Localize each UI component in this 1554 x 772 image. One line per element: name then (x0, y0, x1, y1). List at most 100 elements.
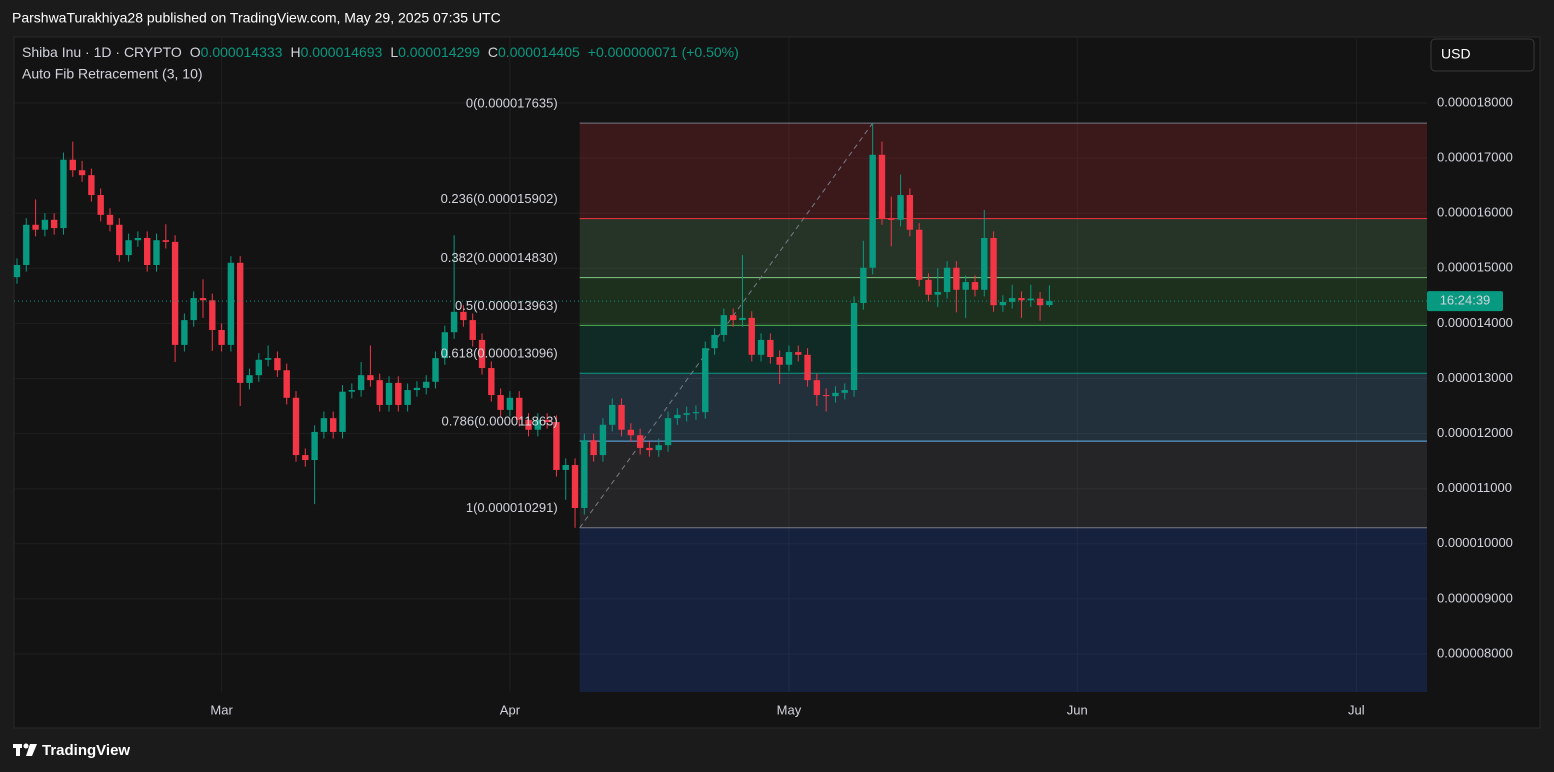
candle-body (664, 418, 672, 446)
candle-body (571, 464, 579, 508)
candle-body (627, 429, 635, 436)
candle-body (181, 320, 188, 345)
currency[interactable]: USD (1441, 46, 1471, 62)
candle-body (813, 380, 821, 396)
candle-body (599, 424, 607, 456)
candle-body (888, 218, 895, 220)
candle-body (757, 339, 765, 355)
candle-body (302, 455, 309, 461)
candle-body (804, 354, 811, 381)
countdown: 16:24:39 (1440, 293, 1491, 308)
candle-body (860, 267, 867, 304)
candle-body (543, 419, 551, 423)
candle-body (469, 320, 476, 340)
candle-body (246, 375, 253, 383)
candle-body (125, 240, 132, 256)
candle-body (525, 419, 532, 430)
logo (13, 743, 37, 756)
candle-body (655, 445, 662, 451)
candle-body (562, 464, 569, 470)
candle-body (32, 224, 39, 230)
candle-body (1027, 298, 1034, 301)
candle-body (395, 382, 402, 405)
candle-body (897, 195, 904, 220)
candle-body (23, 224, 30, 265)
candle-body (609, 404, 616, 425)
candle-body (218, 330, 225, 345)
candle-body (209, 300, 216, 331)
fib-label: 0.382(0.000014830) (441, 250, 558, 265)
candle-layer (13, 123, 1427, 528)
candle-body (906, 195, 914, 230)
candle-body (478, 339, 486, 369)
y-tick-label: 0.000017000 (1437, 150, 1513, 165)
fib-trend-line (579, 122, 874, 529)
publisher: ParshwaTurakhiya28 published on TradingV… (12, 10, 501, 26)
candle-body (720, 315, 728, 335)
candle-body (227, 262, 235, 345)
candle-body (50, 219, 58, 229)
candle-body (60, 159, 67, 229)
candle-body (348, 390, 356, 392)
currency-button[interactable] (1430, 38, 1535, 72)
brand: TradingView (42, 742, 130, 759)
y-tick-label: 0.000018000 (1437, 94, 1513, 109)
candle-body (357, 375, 365, 391)
candle-body (116, 224, 123, 256)
fib-band (579, 218, 1427, 278)
candle-body (69, 159, 76, 171)
candle-body (636, 435, 644, 448)
price-label-box (1427, 291, 1503, 312)
candle-body (581, 440, 588, 508)
candle-body (999, 301, 1007, 306)
candle-body (618, 404, 625, 430)
candle-body (702, 348, 709, 413)
fib-label: 0(0.000017635) (466, 96, 558, 111)
x-tick-label: Jun (1067, 702, 1088, 717)
candle-body (153, 240, 160, 265)
candle-body (943, 267, 951, 292)
candle-body (376, 380, 383, 405)
candle-body (162, 240, 169, 242)
candle-body (1018, 298, 1025, 301)
candle-body (432, 358, 439, 382)
candle-body (767, 339, 774, 358)
candle-body (962, 282, 969, 290)
candle-body (971, 282, 979, 290)
candle-body (404, 390, 411, 405)
fib-band (579, 373, 1427, 442)
label-layer: 0.000008000 0.000009000 0.000010000 0.00001… (210, 94, 1513, 717)
candle-body (190, 298, 197, 321)
candle-body (367, 375, 374, 381)
candle-body (925, 279, 932, 295)
candle-body (97, 195, 104, 215)
candle-body (320, 418, 328, 432)
candle-body (264, 358, 272, 360)
candle-body (1046, 301, 1053, 306)
candle-body (646, 447, 653, 451)
candle-body (255, 359, 263, 376)
candle-body (692, 412, 700, 414)
x-tick-label: Mar (210, 702, 233, 717)
candle-body (990, 237, 997, 306)
candle-body (832, 392, 839, 397)
legend-value: 0.000014693 (301, 44, 383, 60)
candle-body (739, 317, 746, 321)
candle-body (934, 291, 941, 295)
fib-label: 0.786(0.000011863) (442, 414, 558, 429)
candle-body (283, 370, 290, 398)
legend-label: H (290, 44, 300, 60)
candle-body (171, 241, 179, 345)
fib-label: 0.618(0.000013096) (441, 346, 558, 361)
y-tick-label: 0.000011000 (1437, 480, 1512, 495)
candle-body (134, 237, 142, 241)
candle-body (729, 315, 737, 321)
candle-body (869, 154, 876, 268)
change: +0.000000071 (+0.50%) (588, 44, 739, 60)
legend: Shiba Inu · 1D · CRYPTO O0.000014333 H0.00… (22, 44, 739, 60)
candle-body (41, 219, 49, 230)
logo-part (26, 744, 37, 756)
candle-body (516, 397, 523, 420)
